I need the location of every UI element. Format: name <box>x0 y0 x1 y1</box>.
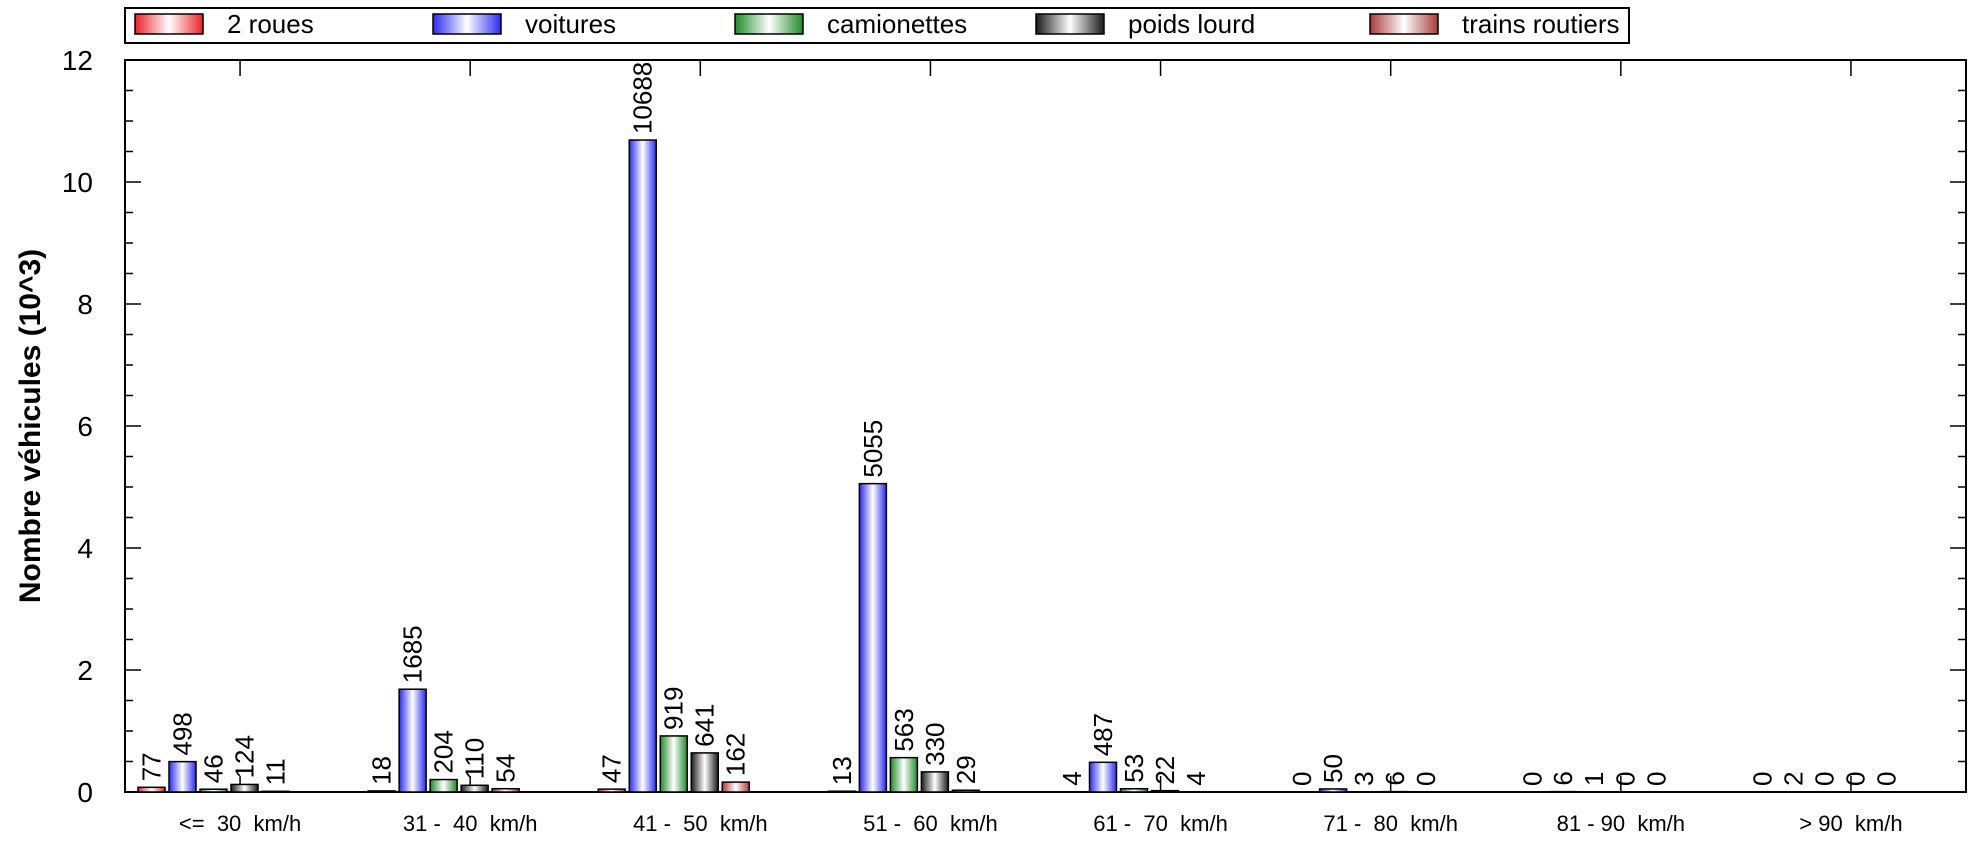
data-label: 110 <box>460 738 490 779</box>
data-label: 54 <box>491 754 521 783</box>
data-label: 0 <box>1747 772 1777 786</box>
data-label: 1 <box>1579 771 1609 785</box>
data-label: 3 <box>1349 771 1379 785</box>
y-axis-title: Nombre véhicules (10^3) <box>14 249 47 603</box>
data-label: 0 <box>1840 772 1870 786</box>
data-label: 11 <box>261 758 291 785</box>
bar-camionettes <box>1121 789 1148 792</box>
data-label: 10688 <box>628 62 658 134</box>
data-label: 6 <box>1380 771 1410 785</box>
bar-voitures <box>859 484 886 792</box>
data-label: 50 <box>1318 754 1348 783</box>
legend-swatch <box>1370 14 1438 34</box>
bar-trains-routiers <box>952 790 979 792</box>
data-label: 29 <box>951 755 981 784</box>
data-label: 1685 <box>398 625 428 683</box>
bar-poids-lourd <box>461 785 488 792</box>
data-label: 487 <box>1088 713 1118 756</box>
data-label: 47 <box>597 754 627 783</box>
bar-voitures <box>1320 789 1347 792</box>
data-label: 4 <box>1181 771 1211 785</box>
bars <box>138 140 1807 792</box>
data-label: 0 <box>1641 772 1671 786</box>
data-label: 0 <box>1610 772 1640 786</box>
bar-camionettes <box>430 780 457 792</box>
data-label: 0 <box>1411 772 1441 786</box>
data-label: 53 <box>1119 754 1149 783</box>
data-label: 22 <box>1150 756 1180 785</box>
data-label: 0 <box>1287 772 1317 786</box>
data-label: 0 <box>1809 772 1839 786</box>
legend-swatch <box>735 14 803 34</box>
data-label: 919 <box>659 687 689 730</box>
data-label: 498 <box>168 712 198 755</box>
legend: 2 roues voitures camionettes poids lourd tra… <box>125 8 1629 43</box>
bar-poids-lourd <box>231 784 258 792</box>
data-label: 0 <box>1871 772 1901 786</box>
bar-2-roues <box>828 791 855 792</box>
x-tick-label: <= 30 km/h <box>179 811 301 836</box>
y-tick-label: 0 <box>77 777 93 808</box>
data-label: 641 <box>690 704 720 747</box>
bar-voitures <box>1090 762 1117 792</box>
x-tick-label: 41 - 50 km/h <box>633 811 768 836</box>
data-label: 563 <box>889 708 919 751</box>
y-tick-label: 2 <box>77 655 93 686</box>
legend-swatch <box>433 14 501 34</box>
bar-camionettes <box>660 736 687 792</box>
bar-voitures <box>629 140 656 792</box>
bar-camionettes <box>890 758 917 792</box>
data-label: 5055 <box>858 420 888 478</box>
y-tick-label: 12 <box>62 45 93 76</box>
data-label: 124 <box>230 735 260 778</box>
bar-trains-routiers <box>492 789 519 792</box>
legend-label: camionettes <box>827 9 967 39</box>
bar-2-roues <box>598 789 625 792</box>
data-label: 13 <box>827 756 857 785</box>
x-tick-label: 31 - 40 km/h <box>403 811 538 836</box>
data-label: 4 <box>1057 771 1087 785</box>
bar-poids-lourd <box>691 753 718 792</box>
legend-label: 2 roues <box>227 9 314 39</box>
bar-2-roues <box>368 791 395 792</box>
data-label: 0 <box>1517 772 1547 786</box>
legend-swatch <box>1036 14 1104 34</box>
x-tick-label: > 90 km/h <box>1799 811 1902 836</box>
data-label: 46 <box>199 754 229 783</box>
bar-voitures <box>399 689 426 792</box>
x-tick-label: 81 - 90 km/h <box>1557 811 1685 836</box>
data-label: 330 <box>920 722 950 765</box>
data-label: 162 <box>721 733 751 776</box>
legend-label: trains routiers <box>1462 9 1620 39</box>
data-label: 2 <box>1778 771 1808 785</box>
x-tick-label: 71 - 80 km/h <box>1323 811 1458 836</box>
data-label: 6 <box>1548 771 1578 785</box>
y-tick-label: 10 <box>62 167 93 198</box>
bar-voitures <box>169 762 196 792</box>
x-tick-label: 61 - 70 km/h <box>1093 811 1228 836</box>
y-tick-label: 8 <box>77 289 93 320</box>
data-label: 77 <box>137 752 167 781</box>
bar-poids-lourd <box>1152 791 1179 792</box>
bar-trains-routiers <box>722 782 749 792</box>
data-label: 18 <box>367 756 397 785</box>
bar-poids-lourd <box>921 772 948 792</box>
legend-label: poids lourd <box>1128 9 1255 39</box>
bar-trains-routiers <box>262 791 289 792</box>
y-tick-label: 4 <box>77 533 93 564</box>
y-tick-label: 6 <box>77 411 93 442</box>
bar-2-roues <box>138 787 165 792</box>
legend-swatch <box>135 14 203 34</box>
data-label: 204 <box>429 730 459 773</box>
legend-label: voitures <box>525 9 616 39</box>
x-tick-label: 51 - 60 km/h <box>863 811 998 836</box>
bar-camionettes <box>200 789 227 792</box>
